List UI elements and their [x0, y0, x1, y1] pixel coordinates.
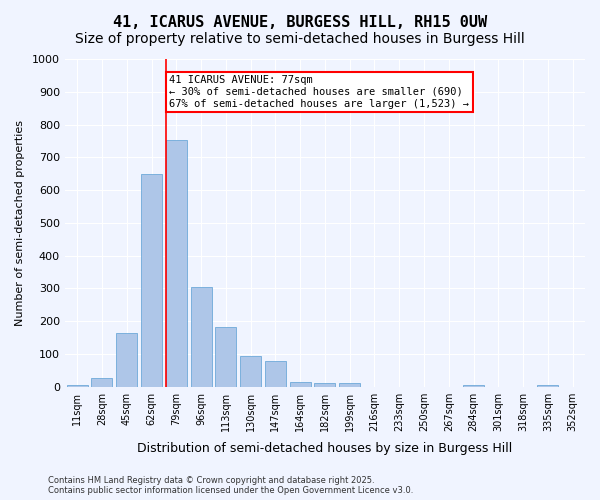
Bar [166, 140, 187, 386]
Bar [314, 384, 335, 386]
Bar [191, 286, 212, 386]
Text: Contains HM Land Registry data © Crown copyright and database right 2025.
Contai: Contains HM Land Registry data © Crown c… [48, 476, 413, 495]
Text: 41, ICARUS AVENUE, BURGESS HILL, RH15 0UW: 41, ICARUS AVENUE, BURGESS HILL, RH15 0U… [113, 15, 487, 30]
Text: 41 ICARUS AVENUE: 77sqm
← 30% of semi-detached houses are smaller (690)
67% of s: 41 ICARUS AVENUE: 77sqm ← 30% of semi-de… [169, 76, 469, 108]
Bar [141, 174, 162, 386]
X-axis label: Distribution of semi-detached houses by size in Burgess Hill: Distribution of semi-detached houses by … [137, 442, 512, 455]
Text: Size of property relative to semi-detached houses in Burgess Hill: Size of property relative to semi-detach… [75, 32, 525, 46]
Bar [67, 385, 88, 386]
Bar [463, 385, 484, 386]
Bar [339, 384, 360, 386]
Bar [538, 385, 559, 386]
Bar [116, 332, 137, 386]
Bar [290, 382, 311, 386]
Bar [265, 361, 286, 386]
Bar [240, 356, 261, 386]
Y-axis label: Number of semi-detached properties: Number of semi-detached properties [15, 120, 25, 326]
Bar [91, 378, 112, 386]
Bar [215, 327, 236, 386]
